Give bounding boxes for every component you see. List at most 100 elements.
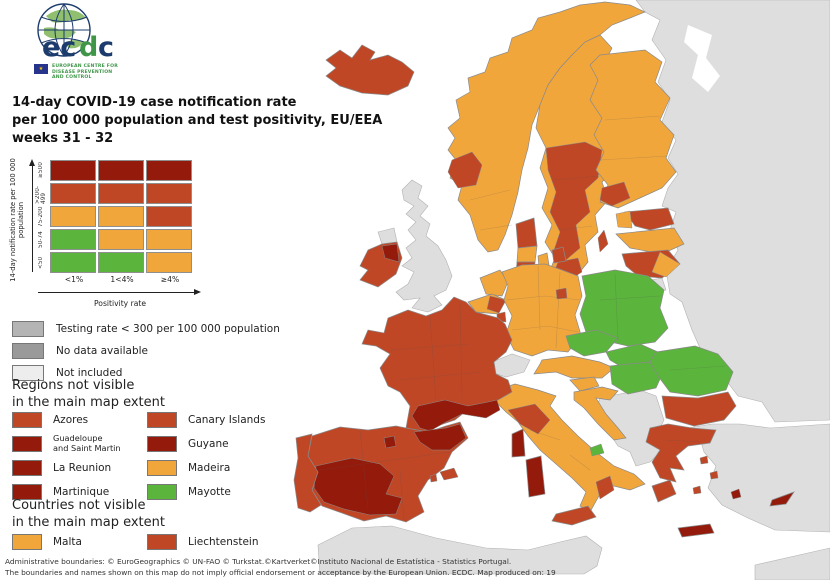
- map-latvia: [615, 227, 685, 255]
- legend-item-label: No data available: [56, 345, 148, 357]
- map-northern-ireland: [377, 227, 398, 245]
- map-madrid: [383, 435, 397, 449]
- madeira-swatch: [147, 460, 177, 477]
- matrix-cell: [146, 206, 192, 227]
- guyane-swatch: [147, 435, 177, 452]
- legend-item-not-included: Not included: [12, 362, 280, 384]
- la-reunion-swatch: [12, 460, 42, 477]
- map-greece: [645, 423, 717, 483]
- matrix-col-labels: <1% 1<4% ≥4%: [50, 275, 194, 284]
- footer-line-2: The boundaries and names shown on this m…: [5, 568, 556, 580]
- regions-not-visible-list: Azores Canary Islands Guadeloupe and Sai…: [12, 410, 282, 502]
- wordmark-c: c: [98, 32, 114, 63]
- matrix-cell: [50, 160, 96, 181]
- map-france: [361, 296, 513, 433]
- map-cyprus: [769, 491, 795, 507]
- map-norway: [447, 1, 646, 253]
- col-label-1: 1<4%: [110, 275, 134, 284]
- matrix-cell: [146, 183, 192, 204]
- map-middle-east: [754, 547, 830, 580]
- map-denmark-mid: [516, 245, 538, 263]
- matrix-cell: [50, 206, 96, 227]
- map-germany: [501, 263, 583, 357]
- region-item-label: Guyane: [188, 437, 229, 450]
- matrix-x-axis-label: Positivity rate: [93, 299, 147, 308]
- row-label-2: 75-200: [38, 206, 44, 227]
- row-label-4: <50: [38, 256, 44, 269]
- map-united-kingdom: [395, 179, 453, 313]
- region-item-label: Canary Islands: [188, 413, 266, 426]
- map-hungary: [609, 361, 665, 395]
- malta-swatch: [12, 533, 42, 550]
- title-line-2: per 100 000 population and test positivi…: [12, 113, 383, 129]
- map-lithuania-east: [651, 251, 681, 278]
- legend-item-label: Not included: [56, 367, 123, 379]
- liechtenstein-swatch: [147, 533, 177, 550]
- map-calabria: [595, 475, 615, 500]
- map-molise: [589, 443, 605, 457]
- map-poland: [579, 269, 669, 347]
- region-item-label: Madeira: [188, 462, 231, 475]
- map-sicily: [551, 505, 597, 526]
- region-item-azores: Azores: [12, 410, 147, 429]
- map-belgium-east: [486, 295, 507, 314]
- map-corsica: [511, 428, 526, 458]
- ecdc-org-name: EUROPEAN CENTRE FOR DISEASE PREVENTION A…: [52, 64, 118, 81]
- map-gotland: [597, 229, 609, 253]
- no-data-swatch: [12, 343, 44, 359]
- col-label-0: <1%: [64, 275, 84, 284]
- not-included-swatch: [12, 365, 44, 381]
- eu-flag-icon: ★: [34, 64, 48, 74]
- matrix-cell: [146, 160, 192, 181]
- country-item-liechtenstein: Liechtenstein: [147, 532, 282, 551]
- mayotte-swatch: [147, 484, 177, 501]
- matrix-y-axis-label: 14-day notification rate per 100 000 pop…: [9, 158, 25, 282]
- globe-land: [44, 9, 86, 49]
- eu-flag-star: ★: [38, 65, 44, 72]
- map-spain-northeast: [413, 423, 467, 451]
- wordmark-ec: ec: [42, 32, 76, 63]
- matrix-y-axis-arrow: [29, 159, 35, 272]
- map-zealand: [551, 246, 567, 264]
- legend-item-testing-rate: Testing rate < 300 per 100 000 populatio…: [12, 318, 280, 340]
- map-denmark-north: [515, 217, 538, 249]
- map-aegean-islands: [692, 455, 719, 495]
- region-item-guadeloupe: Guadeloupe and Saint Martin: [12, 433, 147, 454]
- map-rhodes: [730, 488, 742, 500]
- matrix-cell: [146, 252, 192, 273]
- map-norway-vestland: [447, 151, 483, 189]
- map-crete: [677, 523, 715, 538]
- legend-matrix: 14-day notification rate per 100 000 pop…: [8, 152, 228, 320]
- white-sea: [684, 25, 720, 92]
- map-ireland-east: [381, 243, 400, 263]
- legend-item-label: Testing rate < 300 per 100 000 populatio…: [56, 323, 280, 335]
- matrix-cell: [50, 252, 96, 273]
- map-liguria-tuscany: [507, 403, 551, 435]
- wordmark-d: d: [79, 32, 98, 63]
- map-austria: [533, 355, 615, 379]
- map-sardinia: [525, 455, 546, 498]
- azores-swatch: [12, 411, 42, 428]
- matrix-cell: [98, 229, 144, 250]
- countries-not-visible-list: Malta Liechtenstein: [12, 532, 282, 551]
- region-item-canary-islands: Canary Islands: [147, 410, 282, 429]
- footer-line-1: Administrative boundaries: © EuroGeograp…: [5, 557, 512, 566]
- countries-section-heading: Countries not visible in the main map ex…: [12, 498, 165, 530]
- region-item-label: Guadeloupe and Saint Martin: [53, 433, 121, 453]
- map-estonia-west: [615, 210, 633, 229]
- map-peloponnese: [651, 479, 677, 503]
- matrix-cell: [50, 229, 96, 250]
- map-france-south: [411, 399, 501, 432]
- matrix-cell: [98, 206, 144, 227]
- matrix-x-axis-arrow: [38, 288, 201, 295]
- row-label-3: 50-74: [38, 231, 44, 248]
- map-berlin: [555, 287, 568, 300]
- matrix-cell: [146, 229, 192, 250]
- region-item-martinique: Martinique: [12, 483, 147, 502]
- region-item-la-reunion: La Reunion: [12, 459, 147, 478]
- region-item-label: Azores: [53, 413, 89, 426]
- matrix-cell: [98, 160, 144, 181]
- region-item-guyane: Guyane: [147, 434, 282, 454]
- country-item-malta: Malta: [12, 532, 147, 551]
